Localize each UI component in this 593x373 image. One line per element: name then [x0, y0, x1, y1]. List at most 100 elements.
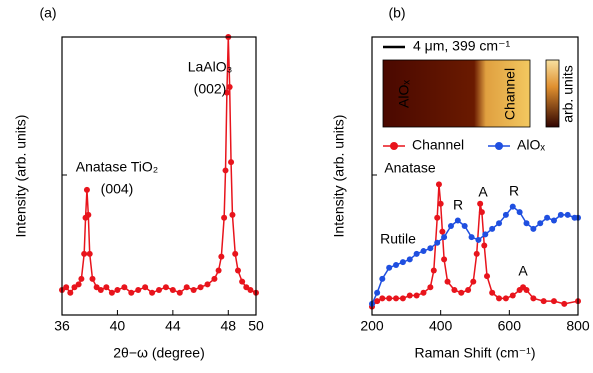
annotation: (002) [194, 81, 227, 97]
data-point [524, 287, 530, 293]
data-point [211, 276, 217, 282]
data-point [247, 287, 253, 293]
data-point [496, 220, 502, 226]
data-point [374, 290, 380, 296]
data-point [451, 287, 457, 293]
data-point [434, 215, 440, 221]
data-point [565, 212, 571, 218]
data-point [441, 256, 447, 262]
data-point [407, 256, 413, 262]
data-point [427, 284, 433, 290]
data-point [475, 237, 481, 243]
data-point [414, 293, 420, 299]
data-point [462, 223, 468, 229]
data-point [421, 248, 427, 254]
data-point [551, 298, 557, 304]
data-point [218, 254, 224, 260]
data-point [482, 231, 488, 237]
data-point [400, 259, 406, 265]
data-point [431, 268, 437, 274]
data-point [229, 212, 235, 218]
data-point [221, 215, 227, 221]
data-point [510, 293, 516, 299]
data-point [149, 290, 155, 296]
colorbar [546, 60, 559, 127]
data-point [393, 295, 399, 301]
data-point [121, 284, 127, 290]
data-point [135, 287, 141, 293]
data-point [477, 201, 483, 207]
data-point [205, 281, 211, 287]
data-point [235, 268, 241, 274]
legend-label: Channel [412, 137, 464, 153]
data-point [76, 281, 82, 287]
data-point [128, 290, 134, 296]
data-point [67, 290, 73, 296]
data-point [421, 290, 427, 296]
x-axis-label: 2θ−ω (degree) [113, 345, 205, 361]
annotation: R [453, 197, 463, 213]
legend-marker [495, 142, 503, 150]
data-point [510, 204, 516, 210]
data-point [503, 295, 509, 301]
data-point [503, 212, 509, 218]
data-point [114, 287, 120, 293]
annotation: Rutile [380, 231, 416, 247]
data-point [489, 290, 495, 296]
data-point [474, 251, 480, 257]
annotation: A [518, 263, 528, 279]
data-point [496, 295, 502, 301]
data-point [551, 217, 557, 223]
data-point [438, 201, 444, 207]
annotation: Anatase [384, 160, 436, 176]
data-point [142, 284, 148, 290]
x-tick-label: 200 [360, 318, 384, 334]
x-tick-label: 40 [110, 318, 126, 334]
data-point [228, 159, 234, 165]
region-label: Channel [502, 68, 518, 120]
data-point [400, 295, 406, 301]
data-point [541, 298, 547, 304]
data-point [191, 287, 197, 293]
data-point [81, 251, 87, 257]
data-point [434, 240, 440, 246]
data-point [407, 293, 413, 299]
data-point [98, 287, 104, 293]
data-point [170, 287, 176, 293]
data-point [489, 226, 495, 232]
y-axis-label: Intensity (arb. units) [13, 115, 29, 238]
annotation: (004) [101, 181, 134, 197]
data-point [379, 276, 385, 282]
data-point [537, 220, 543, 226]
data-point [558, 212, 564, 218]
data-point [448, 223, 454, 229]
colorbar-label: arb. units [560, 65, 576, 123]
data-point [544, 215, 550, 221]
data-point [109, 290, 115, 296]
x-tick-label: 44 [165, 318, 181, 334]
data-point [232, 251, 238, 257]
data-point [87, 251, 93, 257]
region-label: AlOₓ [396, 80, 412, 108]
annotation: Anatase TiO₂ [76, 159, 158, 175]
annotation: LaAlO₃ [188, 59, 233, 75]
data-point [445, 279, 451, 285]
data-point [103, 284, 109, 290]
data-point [239, 279, 245, 285]
data-point [84, 187, 90, 193]
data-point [427, 245, 433, 251]
data-point [517, 209, 523, 215]
data-point [414, 251, 420, 257]
data-point [386, 295, 392, 301]
data-point [469, 234, 475, 240]
legend-marker [390, 142, 398, 150]
data-point [484, 273, 490, 279]
data-point [455, 217, 461, 223]
x-tick-label: 600 [498, 318, 522, 334]
data-point [163, 284, 169, 290]
data-point [530, 226, 536, 232]
panel-label: (b) [388, 5, 405, 21]
data-point [458, 290, 464, 296]
data-point [524, 220, 530, 226]
data-point [379, 295, 385, 301]
